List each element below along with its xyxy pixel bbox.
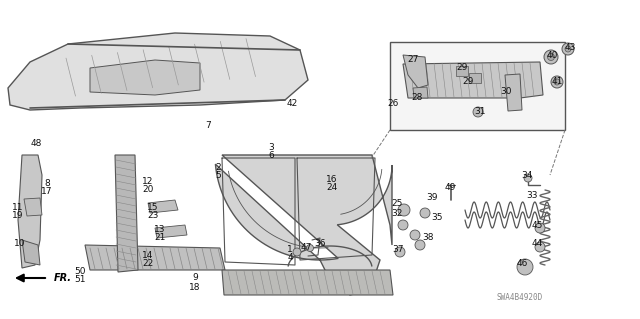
Circle shape [410, 230, 420, 240]
Circle shape [398, 204, 410, 216]
Circle shape [473, 107, 483, 117]
Text: 36: 36 [314, 239, 326, 248]
Text: 17: 17 [41, 187, 52, 196]
Text: 11: 11 [12, 204, 24, 212]
Text: 13: 13 [154, 226, 166, 234]
Text: 34: 34 [522, 172, 532, 181]
Circle shape [517, 259, 533, 275]
Polygon shape [22, 240, 40, 265]
Text: 4: 4 [287, 254, 293, 263]
Text: 1: 1 [287, 246, 293, 255]
Polygon shape [413, 87, 428, 98]
Text: 3: 3 [268, 144, 274, 152]
Polygon shape [222, 270, 393, 295]
Text: 38: 38 [422, 233, 434, 241]
Text: 21: 21 [154, 234, 166, 242]
Text: 25: 25 [391, 199, 403, 209]
Text: 40: 40 [547, 50, 557, 60]
FancyArrowPatch shape [17, 275, 45, 281]
Bar [390, 42, 565, 130]
Text: 5: 5 [215, 170, 221, 180]
Text: 8: 8 [44, 179, 50, 188]
Circle shape [293, 248, 301, 256]
Text: 47: 47 [300, 243, 312, 253]
Circle shape [544, 50, 558, 64]
Text: 48: 48 [30, 138, 42, 147]
Circle shape [524, 174, 532, 182]
Circle shape [554, 79, 560, 85]
Bar [456, 66, 468, 76]
Text: 41: 41 [551, 78, 563, 86]
Text: 45: 45 [531, 220, 543, 229]
Text: 26: 26 [387, 99, 399, 108]
Bar [469, 73, 481, 83]
Polygon shape [24, 198, 42, 216]
Text: 24: 24 [326, 183, 338, 192]
Circle shape [535, 223, 545, 233]
Polygon shape [85, 245, 225, 270]
Circle shape [398, 220, 408, 230]
Text: 16: 16 [326, 175, 338, 184]
Circle shape [547, 54, 554, 61]
Text: SWA4B4920D: SWA4B4920D [497, 293, 543, 302]
Text: 44: 44 [531, 240, 543, 249]
Text: 29: 29 [462, 78, 474, 86]
Circle shape [415, 240, 425, 250]
Text: 23: 23 [147, 211, 159, 219]
Text: 42: 42 [286, 99, 298, 108]
Circle shape [565, 46, 571, 52]
Text: 15: 15 [147, 203, 159, 211]
Text: 6: 6 [268, 152, 274, 160]
Text: 31: 31 [474, 107, 486, 115]
Polygon shape [403, 55, 428, 88]
Text: 33: 33 [526, 191, 538, 201]
Text: 2: 2 [215, 162, 221, 172]
Polygon shape [505, 74, 522, 111]
Text: 37: 37 [392, 244, 404, 254]
Text: 27: 27 [407, 56, 419, 64]
Polygon shape [90, 60, 200, 95]
Text: 43: 43 [564, 42, 576, 51]
Text: 19: 19 [12, 211, 24, 220]
Text: 39: 39 [426, 192, 438, 202]
Circle shape [395, 247, 405, 257]
Text: 10: 10 [14, 240, 26, 249]
Text: 51: 51 [74, 276, 86, 285]
Text: 9: 9 [192, 273, 198, 283]
Polygon shape [155, 225, 187, 238]
Circle shape [551, 76, 563, 88]
Circle shape [307, 244, 314, 251]
Text: 50: 50 [74, 268, 86, 277]
Text: 28: 28 [412, 93, 422, 101]
Text: 14: 14 [142, 250, 154, 259]
Circle shape [420, 208, 430, 218]
Text: 22: 22 [142, 258, 154, 268]
Text: 18: 18 [189, 283, 201, 292]
Polygon shape [18, 155, 42, 268]
Text: 20: 20 [142, 186, 154, 195]
Text: 49: 49 [444, 182, 456, 191]
Polygon shape [148, 200, 178, 213]
Text: 35: 35 [431, 213, 443, 222]
Circle shape [535, 242, 545, 252]
Polygon shape [115, 155, 138, 272]
Text: 12: 12 [142, 177, 154, 187]
Text: 32: 32 [391, 209, 403, 218]
Text: 7: 7 [205, 121, 211, 130]
Polygon shape [8, 33, 308, 110]
Text: FR.: FR. [54, 273, 72, 283]
Text: 46: 46 [516, 259, 528, 269]
Text: 30: 30 [500, 86, 512, 95]
Text: 29: 29 [456, 63, 468, 72]
Circle shape [562, 43, 574, 55]
Polygon shape [403, 62, 543, 98]
Polygon shape [216, 155, 392, 295]
